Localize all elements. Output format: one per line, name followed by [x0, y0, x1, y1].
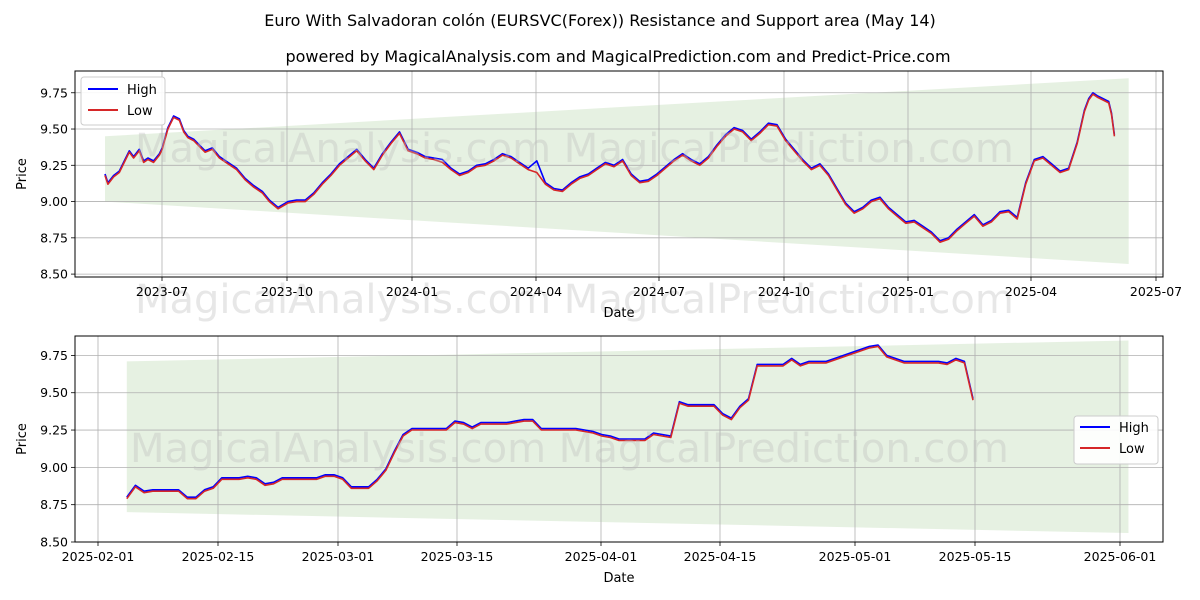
y-tick-label: 8.75	[40, 230, 68, 245]
x-tick-label: 2024-01	[386, 284, 438, 299]
x-axis-label: Date	[603, 571, 634, 586]
x-tick-label: 2025-05-01	[819, 549, 892, 564]
y-tick-label: 9.50	[40, 122, 68, 137]
chart-title: Euro With Salvadoran colón (EURSVC(Forex…	[264, 11, 936, 30]
x-tick-label: 2025-02-15	[182, 549, 255, 564]
x-tick-label: 2025-04	[1005, 284, 1057, 299]
y-tick-label: 8.50	[40, 267, 68, 282]
y-tick-label: 9.75	[40, 348, 68, 363]
high-series-line	[126, 344, 974, 499]
chart-subtitle: powered by MagicalAnalysis.com and Magic…	[285, 47, 950, 66]
x-tick-label: 2025-04-15	[684, 549, 757, 564]
y-tick-label: 9.00	[40, 460, 68, 475]
support-resistance-band	[126, 340, 1129, 534]
y-axis-label: Price	[15, 158, 30, 190]
x-tick-label: 2023-07	[136, 284, 188, 299]
x-tick-label: 2023-10	[261, 284, 313, 299]
x-tick-label: 2024-10	[758, 284, 810, 299]
x-tick-label: 2025-04-01	[565, 549, 638, 564]
high-series-line	[104, 92, 1116, 242]
low-series-line	[104, 93, 1116, 243]
x-tick-label: 2024-07	[633, 284, 685, 299]
y-tick-label: 9.00	[40, 194, 68, 209]
x-tick-label: 2025-02-01	[62, 549, 135, 564]
x-tick-label: 2025-07	[1130, 284, 1182, 299]
low-series-line	[126, 345, 974, 500]
x-tick-label: 2025-06-01	[1084, 549, 1157, 564]
y-tick-label: 8.75	[40, 497, 68, 512]
y-tick-label: 9.75	[40, 85, 68, 100]
y-tick-label: 9.25	[40, 423, 68, 438]
plot-frame	[74, 335, 1164, 543]
legend-low-label: Low	[1119, 442, 1145, 457]
y-tick-label: 9.25	[40, 158, 68, 173]
legend-high-label: High	[127, 83, 157, 98]
legend: High Low	[80, 76, 166, 126]
watermark-text: MagicalAnalysis.com MagicalPrediction.co…	[135, 126, 1014, 172]
x-tick-label: 2025-03-15	[421, 549, 494, 564]
x-tick-label: 2025-05-15	[939, 549, 1012, 564]
y-tick-label: 8.50	[40, 535, 68, 550]
y-axis-label: Price	[15, 423, 30, 455]
support-resistance-band	[105, 78, 1129, 264]
legend-high-label: High	[1119, 421, 1149, 436]
x-tick-label: 2025-01	[882, 284, 934, 299]
legend: High Low	[1073, 415, 1159, 465]
watermark-text: MagicalAnalysis.com MagicalPrediction.co…	[135, 277, 1014, 323]
y-tick-label: 9.50	[40, 385, 68, 400]
overview-panel: MagicalAnalysis.com MagicalPrediction.co…	[15, 70, 1182, 323]
x-tick-label: 2025-03-01	[302, 549, 375, 564]
legend-low-label: Low	[127, 104, 153, 119]
x-tick-label: 2024-04	[510, 284, 562, 299]
watermark-text: MagicalAnalysis.com MagicalPrediction.co…	[130, 426, 1009, 472]
x-axis-label: Date	[603, 306, 634, 321]
zoom-panel: MagicalAnalysis.com MagicalPrediction.co…	[15, 335, 1164, 586]
plot-frame	[74, 70, 1164, 278]
